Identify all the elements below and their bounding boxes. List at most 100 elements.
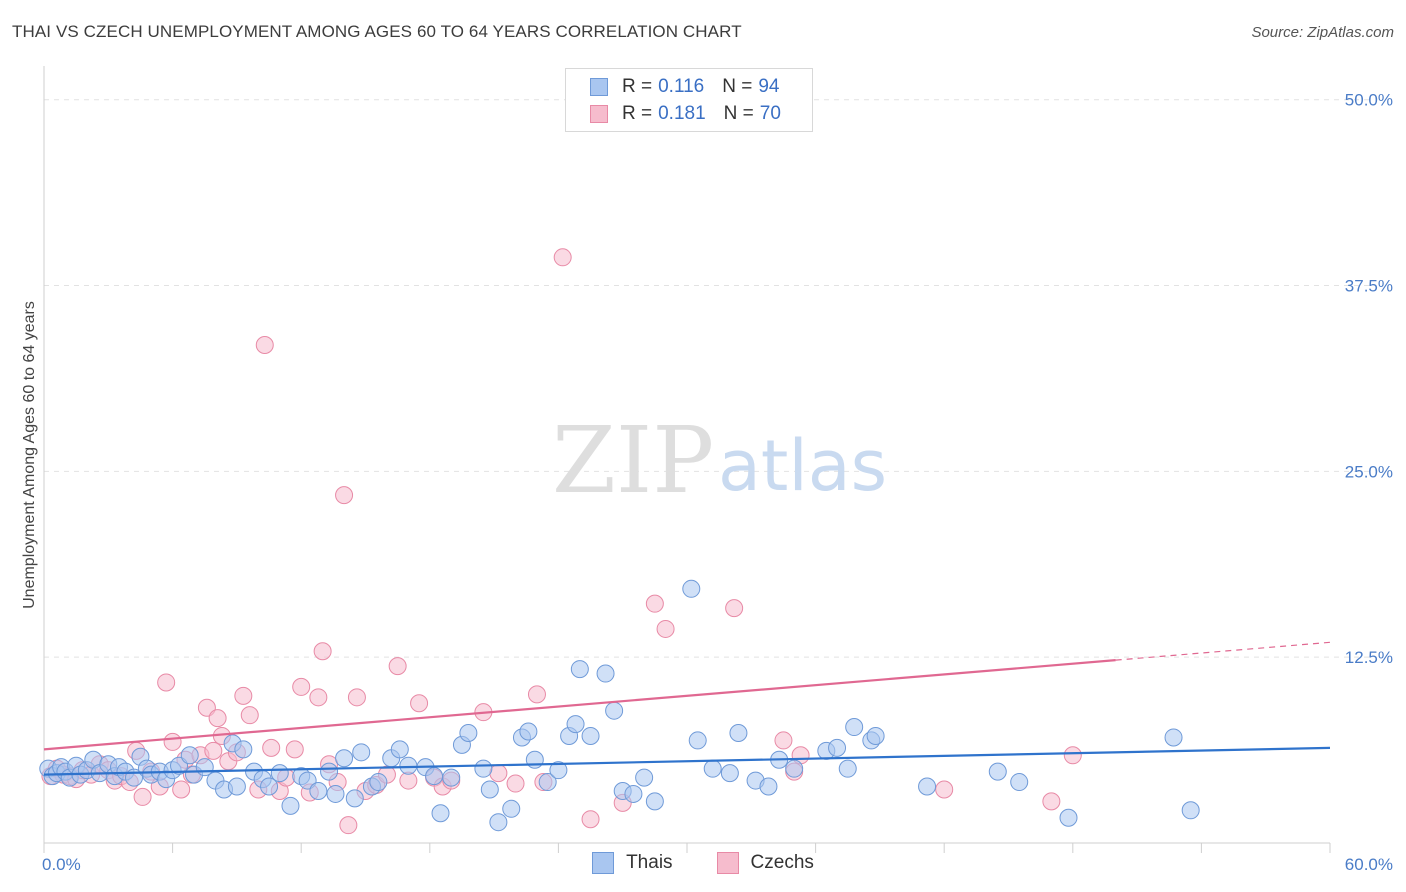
czechs-point[interactable] (234, 686, 253, 705)
thais-point[interactable] (703, 759, 722, 778)
thais-point[interactable] (459, 723, 478, 742)
thais-point[interactable] (180, 746, 199, 765)
thais-point[interactable] (988, 762, 1007, 781)
legend-item-thais[interactable]: Thais (592, 852, 673, 874)
thais-point[interactable] (326, 784, 345, 803)
thais-point[interactable] (1164, 728, 1183, 747)
czechs-r-value: 0.181 (658, 103, 706, 124)
x-tick-label-min: 0.0% (42, 855, 81, 874)
thais-point[interactable] (635, 768, 654, 787)
trend-lines (43, 641, 1331, 776)
czechs-point[interactable] (656, 619, 675, 638)
czechs-point[interactable] (262, 738, 281, 757)
czechs-point[interactable] (774, 731, 793, 750)
thais-point[interactable] (566, 715, 585, 734)
czechs-point[interactable] (255, 336, 274, 355)
grid-lines (44, 99, 1370, 658)
czechs-point[interactable] (172, 780, 191, 799)
thais-point[interactable] (1010, 773, 1029, 792)
czechs-point[interactable] (335, 486, 354, 505)
czechs-point[interactable] (388, 657, 407, 676)
thais-point[interactable] (309, 781, 328, 800)
czechs-point[interactable] (725, 599, 744, 618)
czechs-point[interactable] (1042, 792, 1061, 811)
thais-point[interactable] (260, 777, 279, 796)
thais-point[interactable] (538, 773, 557, 792)
thais-point[interactable] (519, 722, 538, 741)
czechs-point[interactable] (313, 642, 332, 661)
thais-point[interactable] (845, 718, 864, 737)
thais-point[interactable] (335, 749, 354, 768)
thais-point[interactable] (624, 784, 643, 803)
thais-point[interactable] (581, 726, 600, 745)
thais-point[interactable] (390, 740, 409, 759)
czechs-point[interactable] (339, 816, 358, 835)
thais-point[interactable] (549, 761, 568, 780)
thais-point[interactable] (570, 660, 589, 679)
czechs-n-label: N = (723, 103, 754, 124)
thais-point[interactable] (474, 759, 493, 778)
thais-point[interactable] (828, 738, 847, 757)
czechs-point[interactable] (240, 706, 259, 725)
thais-point[interactable] (399, 756, 418, 775)
thais-point[interactable] (729, 723, 748, 742)
thais-point[interactable] (502, 799, 521, 818)
thais-point[interactable] (489, 813, 508, 832)
thais-n-value: 94 (758, 76, 780, 97)
thais-trend-line (43, 746, 1331, 776)
thais-point[interactable] (596, 664, 615, 683)
thais-point[interactable] (645, 792, 664, 811)
thais-point[interactable] (320, 762, 339, 781)
thais-point[interactable] (270, 764, 289, 783)
thais-legend-swatch (592, 852, 615, 874)
czechs-point[interactable] (347, 688, 366, 707)
czechs-point[interactable] (553, 248, 572, 267)
czechs-point[interactable] (208, 709, 227, 728)
thais-point[interactable] (345, 789, 364, 808)
thais-point[interactable] (918, 777, 937, 796)
legend-item-czechs[interactable]: Czechs (716, 852, 814, 874)
thais-point[interactable] (838, 759, 857, 778)
thais-point[interactable] (369, 773, 388, 792)
czechs-point[interactable] (527, 685, 546, 704)
thais-point[interactable] (425, 767, 444, 786)
thais-point[interactable] (352, 743, 371, 762)
x-tick-labels: 0.0% 60.0% (42, 855, 1393, 874)
czechs-point[interactable] (133, 787, 152, 806)
thais-point[interactable] (1059, 808, 1078, 827)
czechs-point[interactable] (581, 810, 600, 829)
czechs-point[interactable] (309, 688, 328, 707)
y-tick-label: 25.0% (1345, 462, 1393, 481)
czechs-point[interactable] (157, 673, 176, 692)
thais-point[interactable] (682, 579, 701, 598)
czechs-point[interactable] (935, 780, 954, 799)
czechs-point[interactable] (1063, 746, 1082, 765)
thais-point[interactable] (234, 740, 253, 759)
thais-point[interactable] (605, 701, 624, 720)
watermark: ZIP atlas (552, 407, 887, 514)
czechs-point[interactable] (163, 732, 182, 751)
czechs-point[interactable] (292, 677, 311, 696)
czechs-point[interactable] (204, 741, 223, 760)
thais-point[interactable] (759, 777, 778, 796)
thais-point[interactable] (431, 804, 450, 823)
czechs-n-value: 70 (759, 103, 781, 124)
thais-point[interactable] (688, 731, 707, 750)
thais-point[interactable] (1181, 801, 1200, 820)
czechs-trend-line (43, 659, 1116, 751)
thais-point[interactable] (442, 768, 461, 787)
czechs-point[interactable] (645, 594, 664, 613)
thais-point[interactable] (720, 764, 739, 783)
thais-point[interactable] (227, 777, 246, 796)
czechs-point[interactable] (410, 694, 429, 713)
thais-point[interactable] (785, 759, 804, 778)
thais-point[interactable] (525, 750, 544, 769)
czechs-point[interactable] (506, 774, 525, 793)
thais-r-label: R = (622, 76, 653, 97)
thais-swatch (590, 78, 608, 96)
thais-point[interactable] (281, 796, 300, 815)
thais-point[interactable] (480, 780, 499, 799)
thais-point[interactable] (866, 726, 885, 745)
czechs-point[interactable] (489, 764, 508, 783)
czechs-point[interactable] (285, 740, 304, 759)
